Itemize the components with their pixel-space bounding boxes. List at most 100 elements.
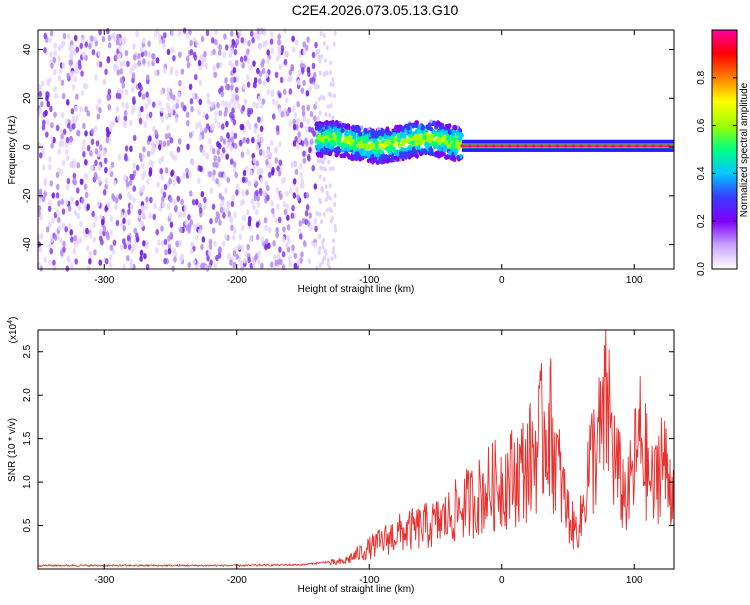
spectrogram-cell <box>315 49 319 55</box>
spectrogram-cell <box>297 136 302 144</box>
spectrogram-cell <box>275 226 279 234</box>
spectrogram-cell <box>72 172 77 180</box>
spectrogram-cell <box>115 39 120 46</box>
spectrogram-cell <box>198 207 203 214</box>
spectrogram-cell <box>123 115 128 122</box>
spectrogram-cell <box>318 70 322 76</box>
spectrogram-cell <box>336 141 341 146</box>
spectrogram-cell <box>262 27 267 35</box>
spectrogram-cell <box>185 224 190 232</box>
spectrogram-cell <box>256 201 261 208</box>
spectrogram-cell <box>92 236 96 243</box>
spectrogram-cell <box>332 41 336 47</box>
spectrogram-cell <box>132 185 137 192</box>
spectrogram-cell <box>300 87 305 94</box>
spectrogram-cell <box>322 95 326 101</box>
spectrogram-noise-layer <box>36 27 338 272</box>
spectrogram-cell <box>124 88 129 96</box>
spectrogram-cell <box>274 71 279 79</box>
spectrogram-cell <box>50 62 54 69</box>
spectrogram-cell <box>285 190 289 197</box>
spectrogram-cell <box>468 144 472 148</box>
spectrogram-cell <box>94 173 98 181</box>
spectrogram-cell <box>161 38 166 45</box>
spectrogram-cell <box>241 198 246 205</box>
y-tick-label: 1.5 <box>22 431 33 445</box>
spectrogram-cell <box>186 119 190 127</box>
spectrogram-cell <box>277 47 282 55</box>
spectrogram-cell <box>90 138 95 145</box>
spectrogram-cell <box>70 44 75 51</box>
spectrogram-cell <box>135 30 139 38</box>
spectrogram-cell <box>247 180 252 187</box>
spectrogram-cell <box>425 141 430 147</box>
spectrogram-cell <box>440 129 445 134</box>
spectrogram-cell <box>222 212 226 219</box>
spectrogram-cell <box>114 197 119 204</box>
spectrogram-cell <box>57 224 62 232</box>
spectrogram-cell <box>267 69 271 76</box>
spectrogram-cell <box>106 27 110 35</box>
spectrogram-cell <box>316 115 320 121</box>
spectrogram-cell <box>357 127 362 133</box>
spectrogram-carrier-layer <box>460 139 674 152</box>
spectrogram-cell <box>185 55 190 63</box>
spectrogram-cell <box>61 40 66 47</box>
spectrogram-cell <box>86 204 90 211</box>
spectrogram-cell <box>102 189 107 196</box>
spectrogram-cell <box>325 70 329 76</box>
spectrogram-cell <box>324 184 328 190</box>
spectrogram-cell <box>231 38 236 46</box>
spectrogram-cell <box>221 240 226 247</box>
spectrogram-cell <box>150 140 155 147</box>
spectrogram-cell <box>587 144 591 148</box>
spectrogram-cell <box>80 70 84 77</box>
spectrogram-cell <box>160 188 164 195</box>
spectrogram-cell <box>262 80 266 87</box>
spectrogram-cell <box>79 178 84 185</box>
spectrogram-cell <box>220 100 225 107</box>
spectrogram-cell <box>91 210 95 218</box>
spectrogram-cell <box>301 110 306 117</box>
spectrogram-cell <box>333 93 337 99</box>
spectrogram-cell <box>427 150 432 156</box>
spectrogram-cell <box>119 77 124 84</box>
spectrogram-cell <box>95 104 100 111</box>
spectrogram-cell <box>314 225 318 233</box>
spectrogram-cell <box>336 131 341 137</box>
spectrogram-cell <box>258 148 263 156</box>
x-tick-label: -100 <box>359 575 379 586</box>
spectrogram-cell <box>416 144 421 150</box>
spectrogram-cell <box>86 110 91 117</box>
spectrogram-cell <box>208 238 213 246</box>
spectrogram-cell <box>159 168 164 175</box>
spectrogram-cell <box>233 132 238 140</box>
snr-multiplier: (x104) <box>7 317 19 344</box>
spectrogram-cell <box>276 252 281 260</box>
spectrogram-cell <box>313 115 317 122</box>
spectrogram-cell <box>177 138 182 145</box>
spectrogram-cell <box>232 166 237 174</box>
spectrogram-cell <box>159 88 164 96</box>
spectrogram-cell <box>161 196 165 203</box>
spectrogram-cell <box>147 60 151 67</box>
spectrogram-cell <box>298 233 303 240</box>
spectrogram-frame <box>37 29 675 270</box>
spectrogram-cell <box>243 55 248 62</box>
y-tick-label: 0 <box>22 144 33 150</box>
spectrogram-cell <box>245 119 250 127</box>
spectrogram-cell <box>57 167 61 174</box>
spectrogram-cell <box>212 48 216 56</box>
spectrogram-cell <box>277 216 282 224</box>
spectrogram-cell <box>432 120 437 126</box>
spectrogram-cell <box>305 204 310 211</box>
spectrogram-cell <box>199 54 204 61</box>
spectrogram-cell <box>205 152 210 160</box>
spectrogram-cell <box>118 193 123 200</box>
snr-line-layer <box>37 330 675 568</box>
spectrogram-cell <box>180 198 184 206</box>
spectrogram-cell <box>98 28 102 36</box>
spectrogram-cell <box>290 161 295 168</box>
spectrogram-cell <box>97 98 102 105</box>
spectrogram-cell <box>325 207 329 213</box>
